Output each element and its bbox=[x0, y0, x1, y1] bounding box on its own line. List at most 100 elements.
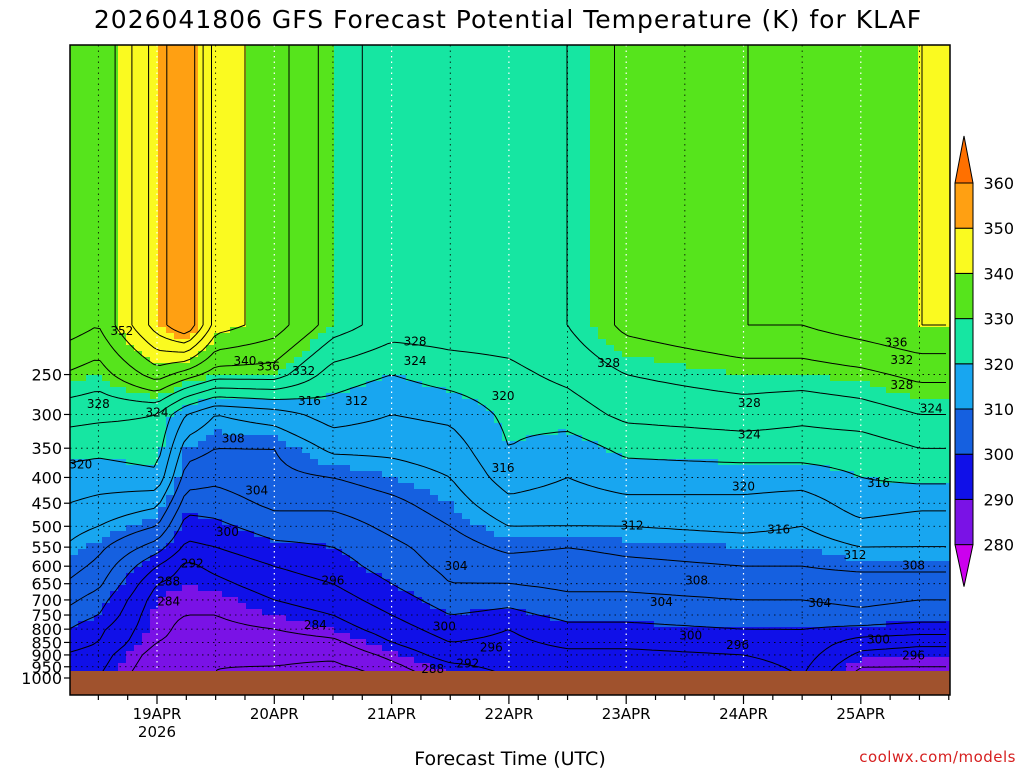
theta-cell bbox=[702, 243, 711, 250]
theta-cell bbox=[934, 285, 943, 292]
theta-cell bbox=[294, 129, 303, 136]
theta-cell bbox=[518, 129, 527, 136]
theta-cell bbox=[310, 159, 319, 166]
theta-cell bbox=[910, 69, 919, 76]
theta-cell bbox=[158, 201, 167, 208]
theta-cell bbox=[758, 45, 767, 52]
theta-cell bbox=[478, 201, 487, 208]
theta-cell bbox=[134, 69, 143, 76]
theta-cell bbox=[126, 219, 135, 226]
theta-cell bbox=[462, 195, 471, 202]
theta-cell bbox=[590, 111, 599, 118]
theta-cell bbox=[278, 117, 287, 124]
theta-cell bbox=[350, 315, 359, 322]
theta-cell bbox=[566, 195, 575, 202]
theta-cell bbox=[422, 291, 431, 298]
theta-cell bbox=[750, 63, 759, 70]
theta-cell bbox=[254, 255, 263, 262]
theta-cell bbox=[534, 261, 543, 268]
theta-cell bbox=[774, 243, 783, 250]
theta-cell bbox=[214, 255, 223, 262]
theta-cell bbox=[926, 69, 935, 76]
theta-cell bbox=[654, 279, 663, 286]
theta-cell bbox=[942, 285, 950, 292]
theta-cell bbox=[366, 159, 375, 166]
theta-cell bbox=[590, 75, 599, 82]
theta-cell bbox=[598, 75, 607, 82]
theta-cell bbox=[766, 207, 775, 214]
theta-cell bbox=[822, 261, 831, 268]
theta-cell bbox=[374, 159, 383, 166]
theta-cell bbox=[518, 291, 527, 298]
theta-cell bbox=[710, 129, 719, 136]
theta-cell bbox=[534, 111, 543, 118]
theta-cell bbox=[774, 177, 783, 184]
theta-cell bbox=[142, 135, 151, 142]
theta-cell bbox=[262, 195, 271, 202]
theta-cell bbox=[446, 159, 455, 166]
theta-cell bbox=[734, 273, 743, 280]
theta-cell bbox=[558, 207, 567, 214]
theta-cell bbox=[406, 291, 415, 298]
theta-cell bbox=[758, 291, 767, 298]
theta-cell bbox=[374, 261, 383, 268]
theta-cell bbox=[814, 171, 823, 178]
theta-cell bbox=[558, 177, 567, 184]
theta-cell bbox=[230, 177, 239, 184]
theta-cell bbox=[510, 291, 519, 298]
theta-cell bbox=[910, 189, 919, 196]
theta-cell bbox=[318, 189, 327, 196]
theta-cell bbox=[150, 75, 159, 82]
theta-cell bbox=[502, 111, 511, 118]
theta-cell bbox=[310, 51, 319, 58]
theta-cell bbox=[526, 51, 535, 58]
theta-cell bbox=[254, 285, 263, 292]
theta-cell bbox=[870, 291, 879, 298]
theta-cell bbox=[414, 135, 423, 142]
theta-cell bbox=[742, 51, 751, 58]
theta-cell bbox=[486, 171, 495, 178]
theta-cell bbox=[174, 309, 183, 316]
theta-cell bbox=[150, 285, 159, 292]
theta-cell bbox=[854, 141, 863, 148]
theta-cell bbox=[86, 285, 95, 292]
theta-cell bbox=[78, 111, 87, 118]
theta-cell bbox=[94, 195, 103, 202]
theta-cell bbox=[798, 117, 807, 124]
theta-cell bbox=[438, 81, 447, 88]
theta-cell bbox=[606, 63, 615, 70]
theta-cell bbox=[910, 99, 919, 106]
theta-cell bbox=[614, 51, 623, 58]
theta-cell bbox=[758, 231, 767, 238]
theta-cell bbox=[654, 81, 663, 88]
theta-cell bbox=[462, 105, 471, 112]
theta-cell bbox=[814, 183, 823, 190]
theta-cell bbox=[166, 273, 175, 280]
theta-cell bbox=[734, 285, 743, 292]
theta-cell bbox=[446, 291, 455, 298]
theta-cell bbox=[870, 303, 879, 310]
theta-cell bbox=[910, 57, 919, 64]
theta-cell bbox=[574, 75, 583, 82]
theta-cell bbox=[902, 105, 911, 112]
theta-cell bbox=[102, 123, 111, 130]
theta-cell bbox=[454, 243, 463, 250]
theta-cell bbox=[678, 267, 687, 274]
theta-cell bbox=[398, 249, 407, 256]
theta-cell bbox=[526, 117, 535, 124]
theta-cell bbox=[262, 261, 271, 268]
theta-cell bbox=[894, 213, 903, 220]
theta-cell bbox=[878, 63, 887, 70]
theta-cell bbox=[910, 213, 919, 220]
theta-cell bbox=[886, 183, 895, 190]
theta-cell bbox=[862, 63, 871, 70]
theta-cell bbox=[198, 129, 207, 136]
theta-cell bbox=[806, 249, 815, 256]
theta-cell bbox=[742, 111, 751, 118]
theta-cell bbox=[78, 303, 87, 310]
theta-cell bbox=[726, 255, 735, 262]
theta-cell bbox=[550, 273, 559, 280]
theta-cell bbox=[406, 243, 415, 250]
theta-cell bbox=[566, 267, 575, 274]
theta-cell bbox=[550, 195, 559, 202]
